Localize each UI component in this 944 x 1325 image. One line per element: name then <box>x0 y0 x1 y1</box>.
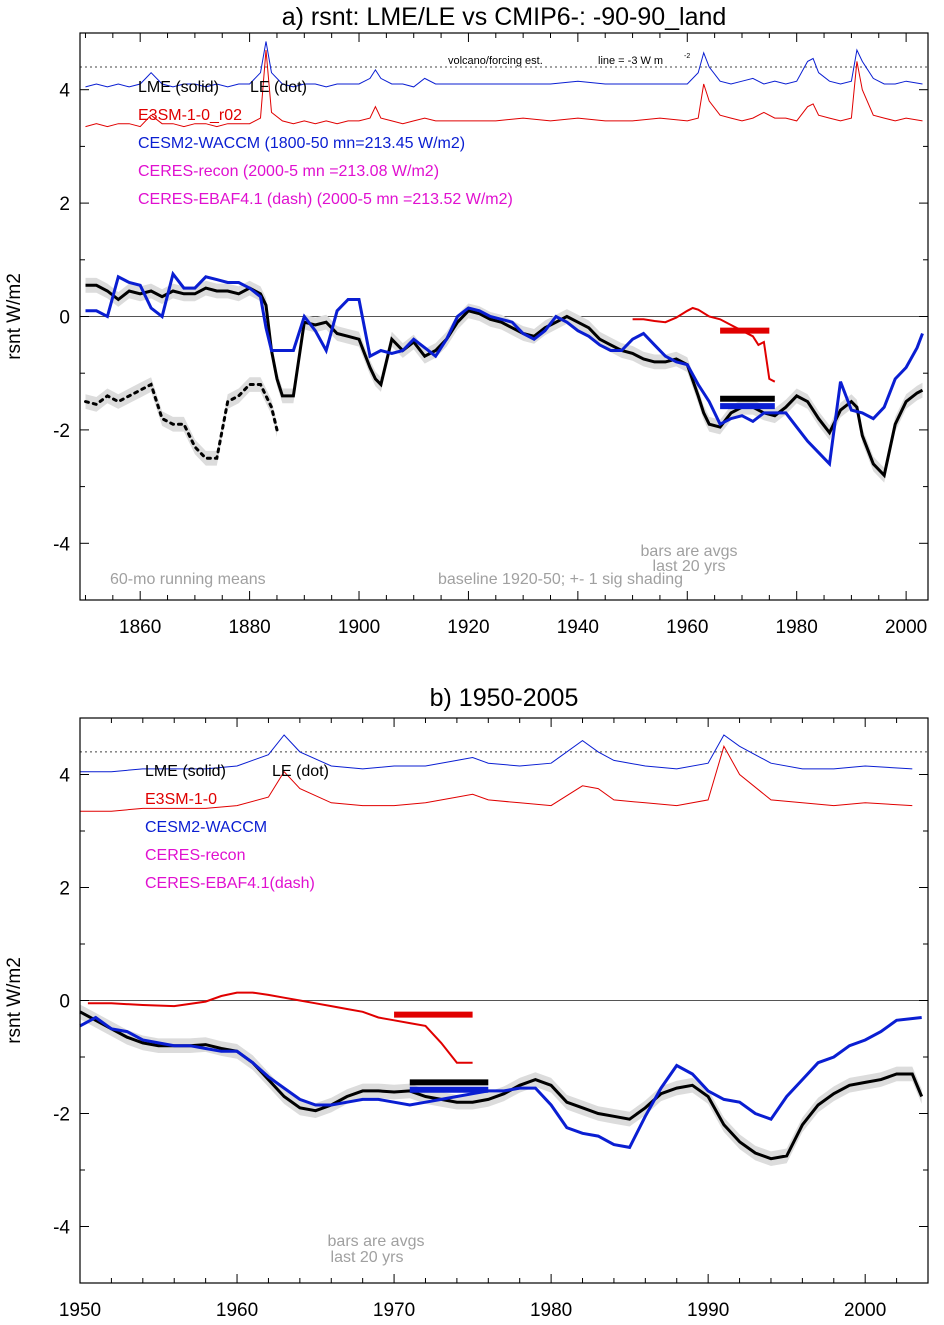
annotation-bars: bars are avgs <box>328 1233 425 1250</box>
y-tick-label: 4 <box>59 81 70 102</box>
series-line-lme <box>85 283 924 479</box>
legend-e3sm: E3SM-1-0_r02 <box>138 107 242 124</box>
x-tick-label: 1860 <box>119 617 161 638</box>
x-tick-label: 1960 <box>666 617 708 638</box>
y-tick-label: -2 <box>53 1105 70 1126</box>
series-line-cesm <box>79 1015 922 1150</box>
x-tick-label: 1980 <box>530 1300 572 1321</box>
legend-cesm: CESM2-WACCM (1800-50 mn=213.45 W/m2) <box>138 135 465 152</box>
forcing-line-e3sm <box>85 49 923 128</box>
annotation-bars: bars are avgs <box>641 543 738 560</box>
panel-b: b) 1950-2005 rsnt W/m2 -4 -2 0 2 4 1950 1960 1970… <box>4 684 929 1321</box>
x-tick-label: 1940 <box>557 617 599 638</box>
annotation-units-exponent: -2 <box>684 53 690 60</box>
series-line-cesm <box>85 270 924 468</box>
x-tick-label: 1990 <box>687 1300 729 1321</box>
legend-lme: LME (solid) <box>145 763 226 780</box>
x-tick-label: 1970 <box>373 1300 415 1321</box>
legend-lme: LME (solid) <box>138 79 219 96</box>
annotation-line: line = -3 W m <box>598 55 663 67</box>
forcing-line-cesm <box>80 734 913 773</box>
y-tick-label: 2 <box>59 194 70 215</box>
annotation-forcing: volcano/forcing est. <box>448 55 543 67</box>
annotation-last20: last 20 yrs <box>653 558 726 575</box>
legend-cesm: CESM2-WACCM <box>145 819 267 836</box>
x-tick-label: 1920 <box>447 617 489 638</box>
legend-le: LE (dot) <box>272 763 329 780</box>
legend-ceres-ebaf: CERES-EBAF4.1(dash) <box>145 875 315 892</box>
y-tick-label: -2 <box>53 421 70 442</box>
y-axis-label: rsnt W/m2 <box>4 273 25 360</box>
series-line-e3sm <box>87 991 473 1064</box>
y-tick-label: -4 <box>53 534 70 555</box>
series-line-lme <box>79 1010 924 1161</box>
legend-ceres-ebaf: CERES-EBAF4.1 (dash) (2000-5 mn =213.52 … <box>138 191 513 208</box>
forcing-line-e3sm <box>80 745 913 812</box>
y-tick-label: 0 <box>59 992 70 1013</box>
y-tick-label: -4 <box>53 1218 70 1239</box>
x-tick-label: 1950 <box>59 1300 101 1321</box>
x-tick-label: 2000 <box>844 1300 886 1321</box>
sigma-shading <box>85 377 277 466</box>
y-tick-label: 4 <box>59 766 70 787</box>
series-line-le <box>84 382 279 460</box>
legend-ceres-recon: CERES-recon (2000-5 mn =213.08 W/m2) <box>138 163 439 180</box>
y-axis-label: rsnt W/m2 <box>4 957 25 1044</box>
y-tick-label: 0 <box>59 308 70 329</box>
chart-title: b) 1950-2005 <box>430 684 579 712</box>
series-line-e3sm <box>632 306 776 383</box>
legend-ceres-recon: CERES-recon <box>145 847 245 864</box>
annotation-running-means: 60-mo running means <box>110 571 266 588</box>
x-tick-label: 1960 <box>216 1300 258 1321</box>
sigma-shading <box>85 277 923 483</box>
panel-a: a) rsnt: LME/LE vs CMIP6-: -90-90_landrs… <box>4 3 929 638</box>
x-tick-label: 2000 <box>885 617 927 638</box>
x-tick-label: 1980 <box>776 617 818 638</box>
forcing-line-cesm <box>85 41 923 88</box>
annotation-baseline: baseline 1920-50; +- 1 sig shading <box>438 571 683 588</box>
y-tick-label: 2 <box>59 879 70 900</box>
legend-e3sm: E3SM-1-0 <box>145 791 217 808</box>
x-tick-label: 1880 <box>228 617 270 638</box>
legend-le: LE (dot) <box>250 79 307 96</box>
annotation-last20: last 20 yrs <box>331 1249 404 1266</box>
x-tick-label: 1900 <box>338 617 380 638</box>
chart-title: a) rsnt: LME/LE vs CMIP6-: -90-90_land <box>282 3 727 31</box>
